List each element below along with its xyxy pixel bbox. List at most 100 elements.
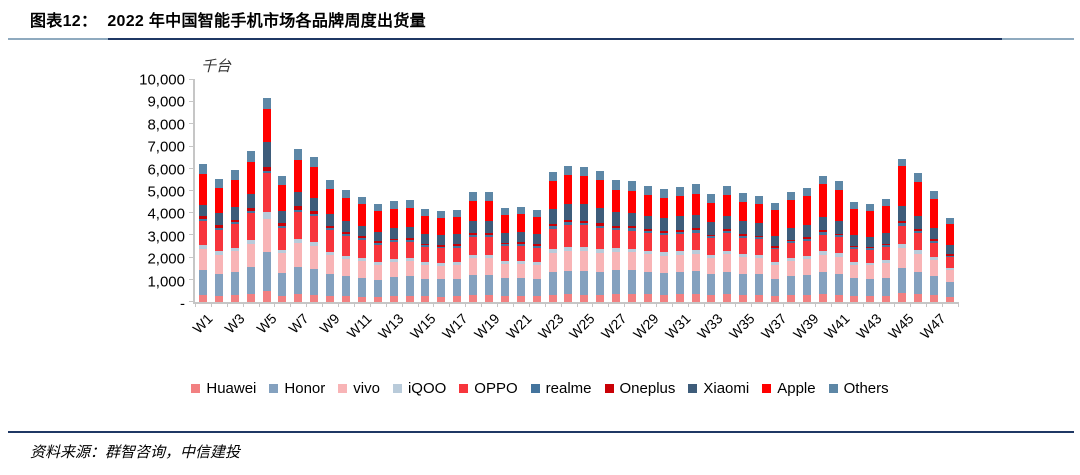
segment-oppo [405, 241, 414, 259]
segment-huawei [675, 294, 684, 302]
segment-realme [373, 243, 382, 245]
segment-realme [484, 234, 493, 238]
segment-huawei [230, 295, 239, 302]
segment-vivo [929, 260, 938, 276]
legend-item-oneplus: Oneplus [604, 380, 675, 397]
y-tick-label: 3,000 [147, 228, 185, 246]
segment-others [437, 211, 446, 219]
segment-oneplus [405, 238, 414, 240]
legend-label: vivo [353, 380, 380, 397]
bar-W33 [707, 80, 716, 302]
segment-iqoo [389, 258, 398, 262]
segment-honor [453, 278, 462, 297]
segment-honor [898, 268, 907, 294]
bar-W23 [548, 80, 557, 302]
segment-vivo [771, 264, 779, 279]
legend-marker [604, 384, 614, 393]
segment-vivo [723, 254, 732, 272]
bar-W4 [246, 80, 255, 302]
segment-others [675, 186, 684, 196]
segment-huawei [898, 293, 907, 302]
segment-iqoo [453, 262, 462, 266]
segment-honor [755, 274, 764, 296]
segment-oppo [262, 172, 271, 213]
segment-vivo [675, 254, 684, 272]
segment-apple [882, 205, 891, 233]
segment-others [278, 175, 287, 185]
x-tick-mark [624, 302, 626, 307]
segment-vivo [437, 265, 446, 280]
segment-oneplus [596, 223, 605, 226]
segment-iqoo [564, 246, 573, 251]
segment-apple [818, 184, 827, 218]
bar-W48 [945, 80, 954, 302]
legend-marker [762, 384, 772, 393]
segment-apple [421, 216, 430, 234]
segment-honor [532, 278, 541, 297]
x-tick-mark [719, 302, 721, 307]
segment-xiaomi [627, 212, 636, 227]
x-tick-mark [926, 302, 928, 307]
segment-oneplus [850, 245, 859, 247]
segment-oneplus [516, 242, 525, 244]
segment-iqoo [516, 260, 525, 264]
segment-realme [516, 243, 525, 246]
segment-realme [500, 244, 509, 247]
segment-realme [612, 227, 621, 230]
segment-apple [723, 194, 732, 216]
segment-realme [755, 237, 764, 240]
segment-realme [675, 231, 684, 234]
segment-iqoo [627, 248, 636, 253]
segment-xiaomi [723, 215, 732, 230]
segment-others [484, 192, 493, 201]
segment-huawei [453, 296, 462, 302]
segment-apple [469, 200, 478, 222]
bar-W3 [230, 80, 239, 302]
segment-huawei [310, 294, 319, 302]
bar-W1 [198, 80, 207, 302]
segment-others [198, 164, 207, 174]
segment-apple [278, 184, 287, 212]
segment-oneplus [739, 234, 748, 236]
segment-realme [898, 223, 907, 226]
segment-realme [326, 228, 335, 231]
segment-oppo [500, 246, 509, 262]
x-tick-mark [512, 302, 514, 307]
segment-oneplus [929, 239, 938, 241]
x-tick-mark [783, 302, 785, 307]
segment-vivo [739, 257, 748, 274]
segment-others [786, 192, 795, 200]
segment-honor [945, 282, 954, 297]
segment-apple [532, 217, 541, 235]
y-tick-mark [189, 212, 195, 214]
segment-apple [850, 209, 859, 236]
x-tick-mark [401, 302, 403, 307]
segment-oneplus [564, 220, 573, 223]
segment-vivo [945, 270, 954, 283]
segment-honor [866, 279, 875, 297]
segment-huawei [802, 295, 811, 302]
x-tick-mark [814, 302, 816, 307]
segment-iqoo [469, 254, 478, 259]
segment-others [469, 192, 478, 201]
segment-huawei [834, 294, 843, 302]
segment-honor [786, 276, 795, 296]
segment-others [818, 175, 827, 185]
x-tick-mark [592, 302, 594, 307]
segment-realme [453, 245, 462, 248]
segment-iqoo [357, 258, 366, 262]
segment-realme [802, 239, 811, 242]
segment-oneplus [453, 244, 462, 246]
segment-oppo [246, 213, 255, 240]
segment-vivo [294, 243, 303, 267]
segment-others [627, 181, 636, 191]
segment-xiaomi [580, 204, 589, 221]
segment-xiaomi [198, 205, 207, 216]
segment-xiaomi [612, 211, 621, 226]
segment-iqoo [580, 247, 589, 252]
bar-W11 [357, 80, 366, 302]
segment-others [294, 148, 303, 160]
segment-realme [882, 245, 891, 247]
segment-huawei [580, 294, 589, 302]
segment-apple [659, 197, 668, 219]
